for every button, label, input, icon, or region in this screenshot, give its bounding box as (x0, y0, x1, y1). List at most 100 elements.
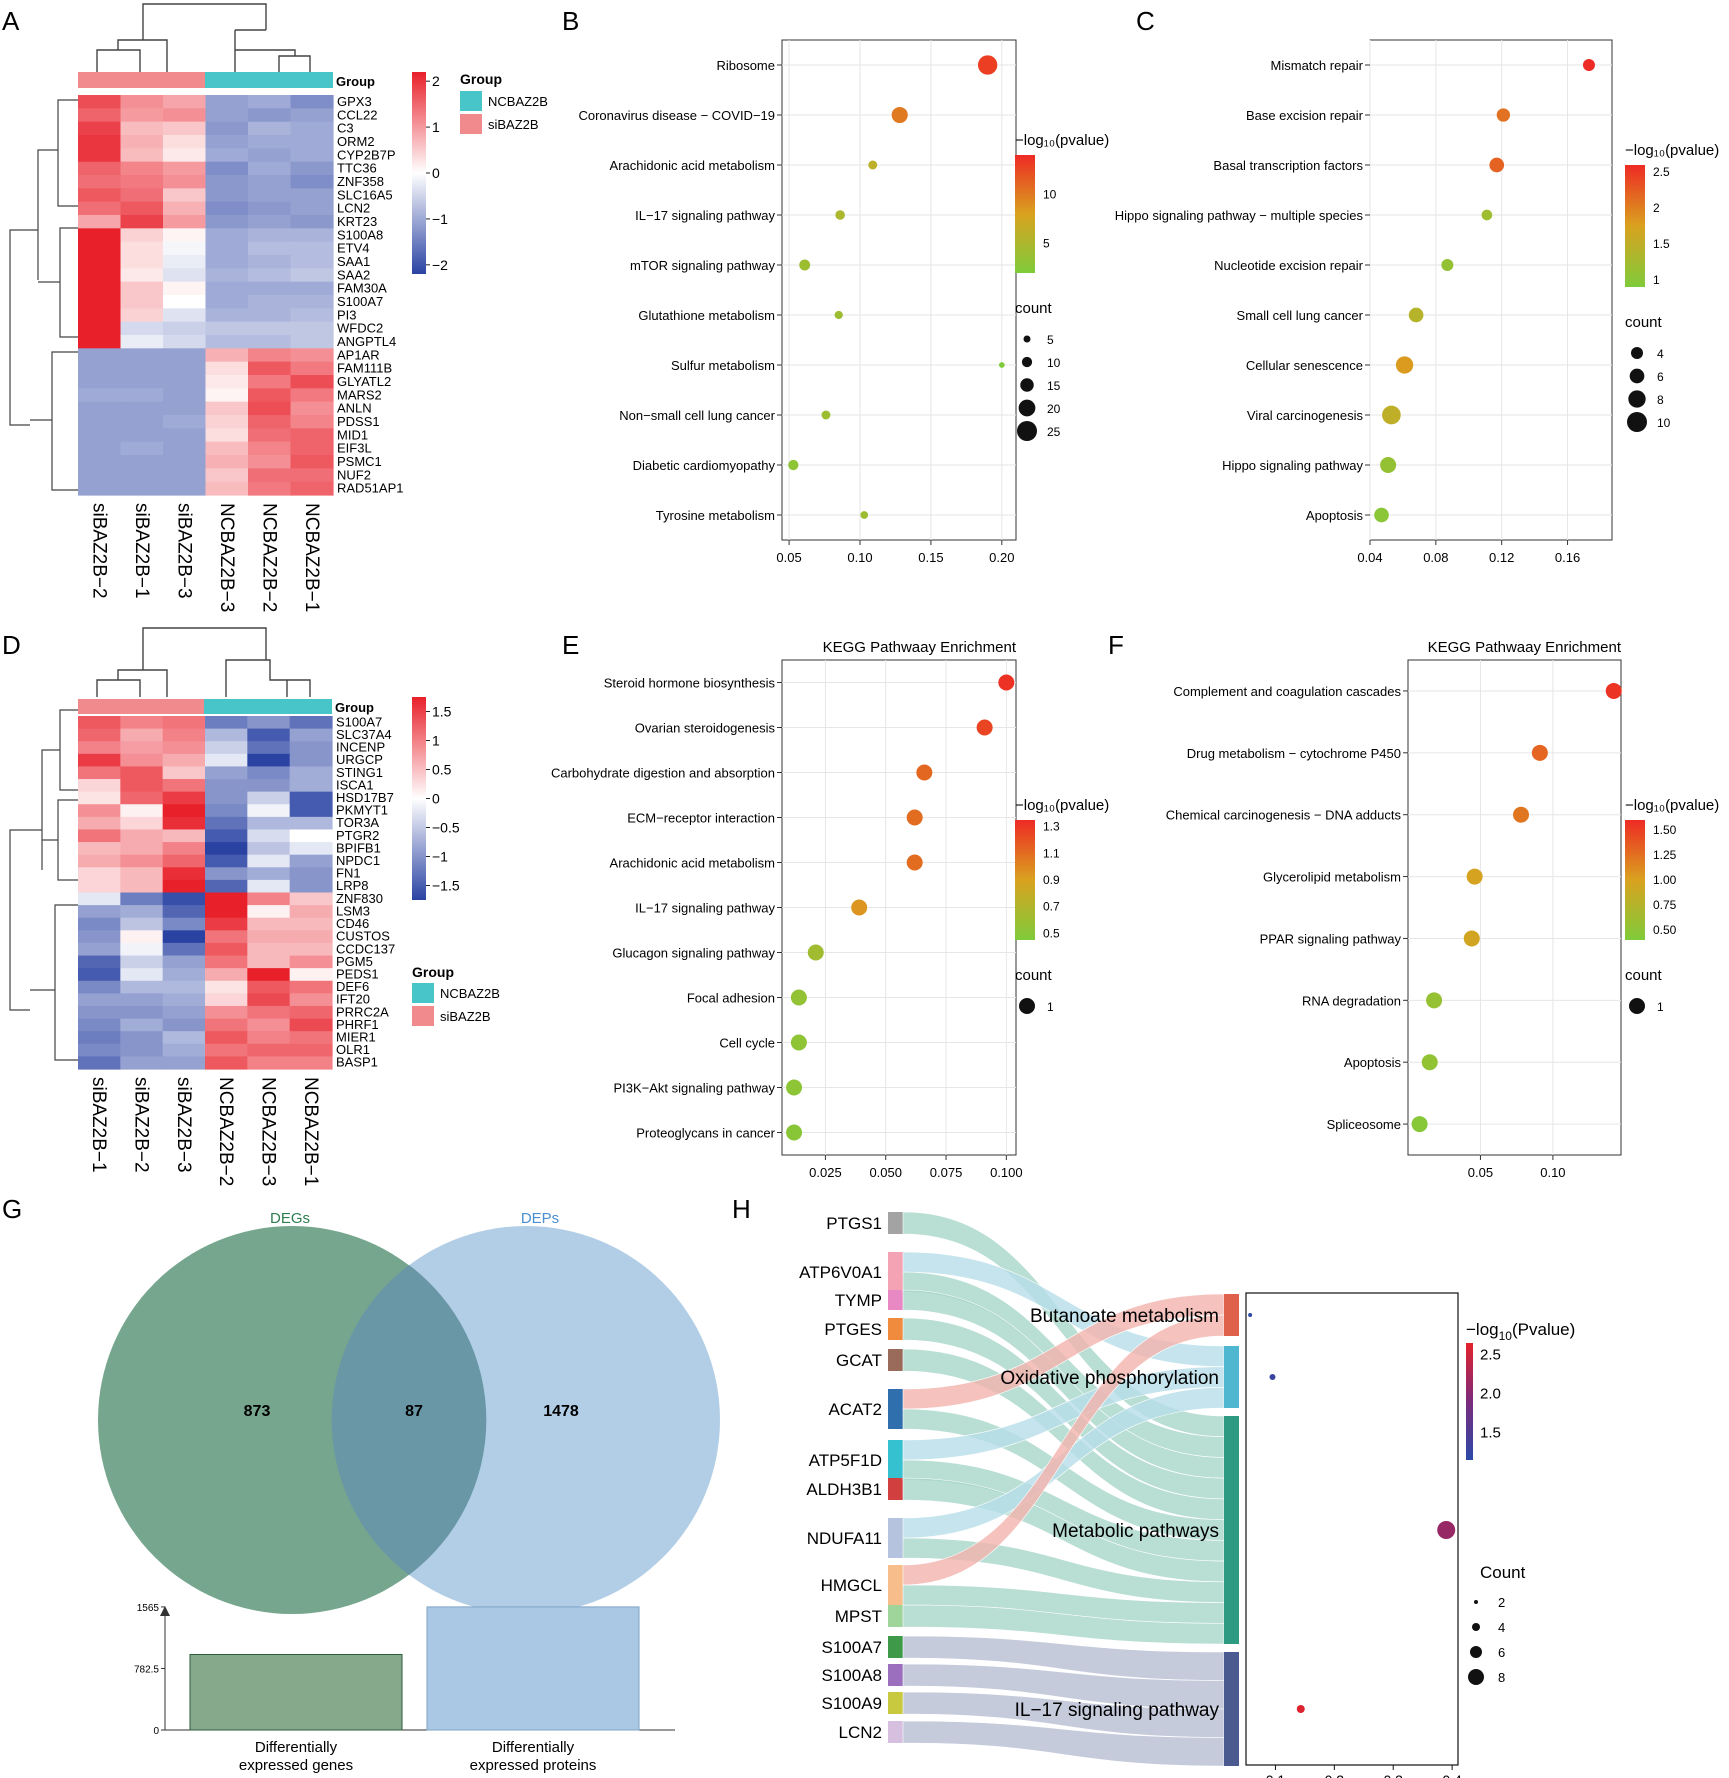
column-label: NCBAZ2B−1 (301, 503, 322, 612)
heatmap-cell (205, 255, 249, 269)
heatmap-cell (289, 842, 333, 856)
heatmap-cell (162, 968, 206, 982)
heatmap-cell (78, 308, 122, 323)
heatmap-cell (162, 1018, 206, 1032)
heatmap-cell (163, 361, 207, 376)
heatmap-cell (78, 468, 122, 483)
legend-title-sub: 10 (1499, 1329, 1513, 1343)
heatmap-cell (248, 201, 292, 216)
heatmap-cell (205, 401, 249, 416)
enrichment-point (1421, 1054, 1438, 1071)
term-label: Small cell lung cancer (1237, 308, 1364, 323)
color-legend-label: 1.50 (1653, 823, 1677, 837)
legend-tick-label: 1.5 (432, 704, 452, 720)
heatmap-cell (120, 255, 164, 269)
term-label: Diabetic cardiomyopathy (633, 458, 776, 473)
heatmap-cell (290, 255, 334, 269)
size-legend-dot (1472, 1623, 1480, 1631)
group-bar-nc-d (204, 699, 332, 714)
heatmap-cell (248, 161, 292, 176)
enrichment-point (1466, 868, 1483, 885)
heatmap-cell (290, 148, 334, 163)
row-label: C3 (337, 121, 354, 136)
heatmap-cell (248, 188, 292, 203)
term-label: Chemical carcinogenesis − DNA adducts (1166, 808, 1402, 823)
venn-bar-g: DEGs DEPs 873 87 1478 0 782.5 1565 Differen… (98, 1210, 720, 1774)
heatmap-cell (205, 917, 248, 931)
row-label: DEF6 (336, 979, 369, 994)
column-label: NCBAZ2B−3 (216, 503, 237, 612)
heatmap-cell (205, 308, 249, 323)
size-legend-title: count (1625, 314, 1663, 331)
heatmap-cell (205, 135, 249, 149)
heatmap-cell (120, 161, 164, 176)
row-label: CYP2B7P (337, 147, 396, 162)
heatmap-cell (205, 1043, 248, 1057)
row-label: EIF3L (337, 441, 372, 456)
row-label: SAA1 (337, 254, 370, 269)
column-label: NCBAZ2B−2 (215, 1077, 236, 1186)
gene-label: PTGES (824, 1320, 882, 1339)
color-legend-label: 5 (1043, 237, 1050, 251)
term-label: Glycerolipid metabolism (1263, 870, 1401, 885)
heatmap-cell (248, 468, 292, 483)
heatmap-cell (248, 121, 292, 136)
heatmap-cell (205, 741, 248, 755)
size-legend-label: 10 (1047, 356, 1061, 370)
heatmap-cell (120, 842, 164, 856)
heatmap-cell (290, 175, 334, 189)
heatmap-cell (78, 1018, 121, 1032)
size-legend-dot (1474, 1600, 1478, 1604)
row-label: URGCP (336, 752, 383, 767)
pathway-node (1224, 1294, 1239, 1336)
enrichment-point (1374, 507, 1389, 523)
heatmap-cell (78, 428, 122, 443)
heatmap-cell (78, 980, 121, 994)
term-label: Focal adhesion (687, 991, 775, 1006)
plot-frame (1407, 659, 1622, 1156)
column-label: NCBAZ2B−2 (258, 503, 279, 612)
legend-title-tail: (Pvalue) (1512, 1320, 1575, 1339)
heatmap-cell (120, 228, 164, 243)
heatmap-cell (205, 428, 249, 443)
gene-node (888, 1212, 903, 1234)
heatmap-cell (78, 335, 122, 349)
column-labels-d: siBAZ2B−1 siBAZ2B−2 siBAZ2B−3 NCBAZ2B−2 NCBA… (88, 1077, 321, 1186)
heatmap-cell (205, 816, 248, 831)
heatmap-cell (163, 241, 207, 256)
heatmap-cell (205, 854, 248, 868)
heatmap-cell (120, 481, 164, 496)
size-legend-label: 4 (1498, 1620, 1505, 1635)
heatmap-cell (289, 728, 333, 742)
color-legend-bar (1466, 1343, 1473, 1460)
row-label: ETV4 (337, 241, 370, 256)
heatmap-cell (120, 968, 164, 982)
heatmap-cells-a (78, 95, 334, 496)
heatmap-cell (290, 201, 334, 216)
heatmap-cell (162, 867, 206, 881)
heatmap-cell (247, 942, 291, 957)
x-tick-label: 0.075 (930, 1165, 963, 1180)
heatmap-cell (290, 321, 334, 336)
color-legend-bar (1015, 820, 1035, 940)
row-label: HSD17B7 (336, 790, 394, 805)
heatmap-cell (205, 1018, 248, 1032)
heatmap-cell (290, 295, 334, 309)
heatmap-cell (162, 753, 206, 768)
heatmap-cell (120, 1056, 164, 1070)
venn-count-only-degs: 873 (244, 1403, 271, 1420)
heatmap-cell (205, 335, 249, 349)
heatmap-cell (162, 1005, 206, 1020)
heatmap-cell (289, 741, 333, 755)
heatmap-cell (120, 268, 164, 283)
heatmap-cell (120, 401, 164, 416)
heatmap-cell (78, 95, 122, 109)
gene-node (888, 1565, 903, 1605)
enrichment-point (1463, 930, 1480, 947)
x-tick-label: 0.4 (1442, 1772, 1462, 1778)
heatmap-cell (120, 1043, 164, 1057)
gene-label: ATP6V0A1 (799, 1263, 882, 1282)
heatmap-cell (120, 308, 164, 323)
heatmap-cell (78, 753, 121, 768)
legend-tick-label: −2 (432, 257, 448, 273)
